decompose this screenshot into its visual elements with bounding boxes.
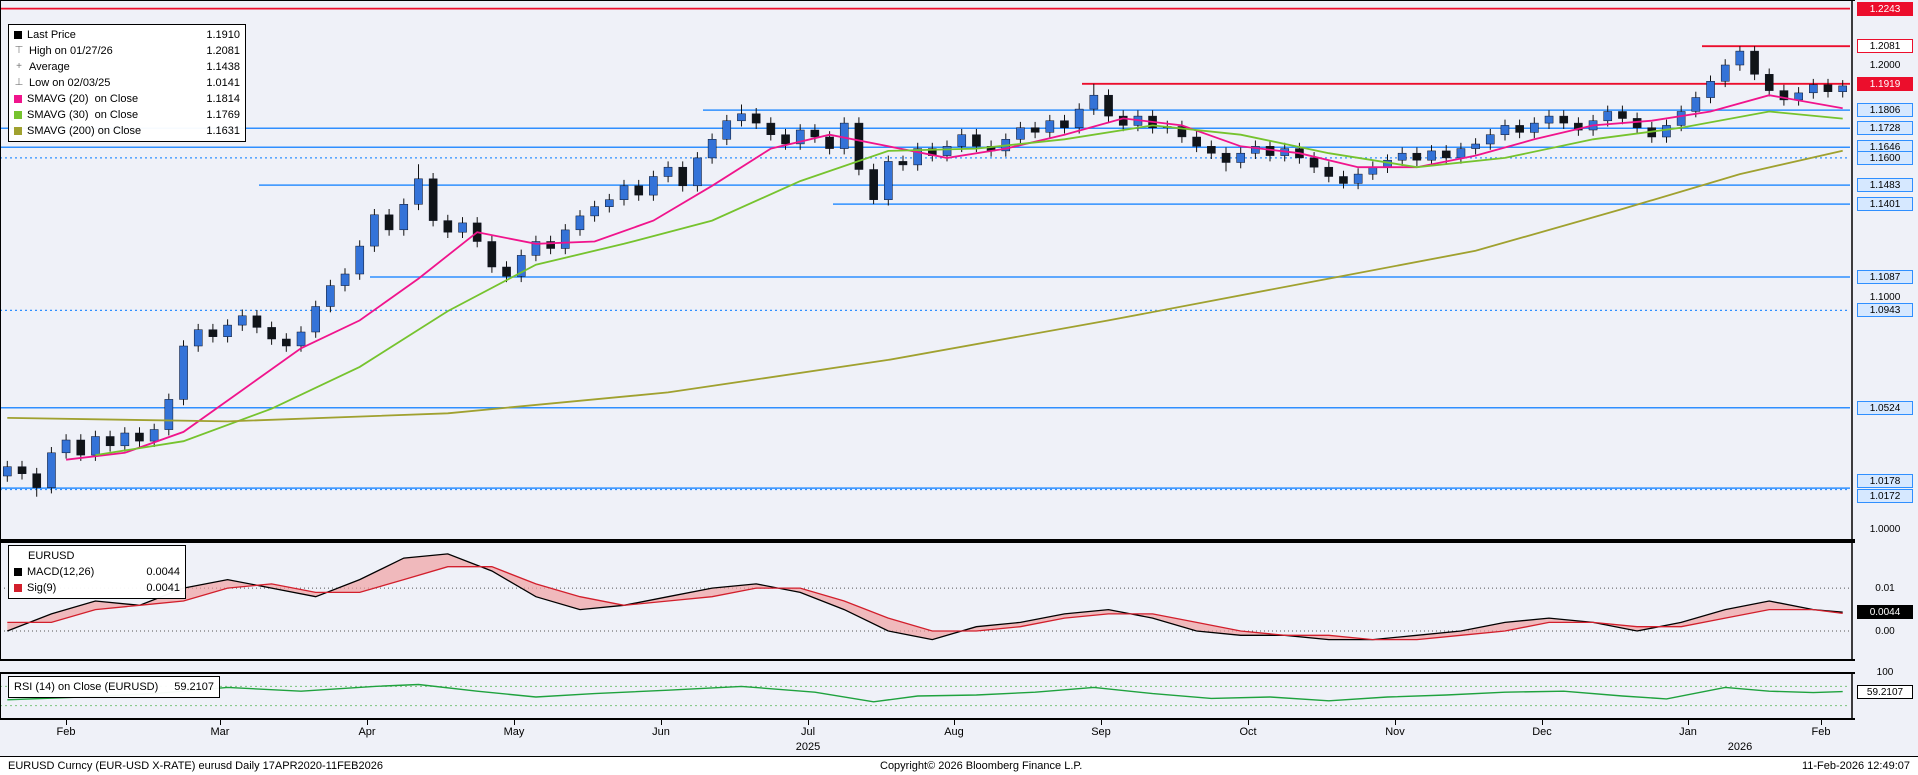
status-bar: EURUSD Curncy (EUR-USD X-RATE) eurusd Da… <box>0 756 1918 775</box>
copyright-text: Copyright© 2026 Bloomberg Finance L.P. <box>880 760 1083 772</box>
axis-label-1.0000: 1.0000 <box>1869 523 1901 535</box>
legend-value: 1.2081 <box>206 45 240 57</box>
rsi-legend-value: 59.2107 <box>174 681 215 693</box>
axis-label-1.1728: 1.1728 <box>1857 121 1913 135</box>
legend-value: 1.1631 <box>206 125 240 137</box>
rsi-legend-label: RSI (14) on Close (EURUSD) <box>14 681 159 693</box>
axis-label-0.00: 0.00 <box>1875 625 1895 637</box>
rsi-chart[interactable] <box>0 672 1855 720</box>
x-axis-tick <box>220 720 221 725</box>
macd-chart[interactable] <box>0 541 1855 661</box>
series-color-icon <box>14 111 22 119</box>
x-axis-tick <box>1248 720 1249 725</box>
x-axis-tick <box>954 720 955 725</box>
x-axis-tick <box>1101 720 1102 725</box>
legend-row: SMAVG (200) on Close 1.1631 <box>14 123 240 139</box>
x-axis-year-label: 2026 <box>1727 741 1753 753</box>
axis-label-59.2107: 59.2107 <box>1857 685 1913 699</box>
legend-row: ⊥ Low on 02/03/25 1.0141 <box>14 75 240 91</box>
legend-label: Average <box>29 61 70 73</box>
rsi-legend[interactable]: RSI (14) on Close (EURUSD) 59.2107 <box>8 676 221 698</box>
legend-value: 1.0141 <box>206 77 240 89</box>
timestamp: 11-Feb-2026 12:49:07 <box>1801 760 1910 772</box>
x-axis-month-label: Aug <box>944 726 964 738</box>
price-legend[interactable]: Last Price 1.1910 ⊤ High on 01/27/26 1.2081 +… <box>8 24 246 142</box>
low-marker-icon: ⊥ <box>14 77 24 88</box>
legend-value: 1.1769 <box>206 109 240 121</box>
axis-label-1.0178: 1.0178 <box>1857 474 1913 488</box>
series-color-icon <box>14 584 22 592</box>
x-axis-tick <box>1821 720 1822 725</box>
x-axis-year-label: 2025 <box>795 741 821 753</box>
legend-label: Low on 02/03/25 <box>29 77 111 89</box>
axis-label-1.2081: 1.2081 <box>1857 39 1913 53</box>
x-axis-month-label: Dec <box>1532 726 1552 738</box>
legend-label: MACD(12,26) <box>27 566 95 578</box>
series-color-icon <box>14 95 22 103</box>
legend-value: 1.1910 <box>206 29 240 41</box>
x-axis-tick <box>66 720 67 725</box>
x-axis-month-label: Apr <box>358 726 376 738</box>
legend-value: 1.1814 <box>206 93 240 105</box>
legend-label: SMAVG (20) on Close <box>27 93 139 105</box>
x-axis-tick <box>514 720 515 725</box>
legend-value: 0.0041 <box>146 582 180 594</box>
legend-label: Sig(9) <box>27 582 57 594</box>
x-axis-tick <box>661 720 662 725</box>
macd-legend[interactable]: EURUSD MACD(12,26) 0.0044 Sig(9) 0.0041 <box>8 545 186 599</box>
axis-label-1.1483: 1.1483 <box>1857 178 1913 192</box>
average-marker-icon: + <box>16 61 22 72</box>
candlestick-chart[interactable] <box>0 0 1855 541</box>
legend-value: 0.0044 <box>146 566 180 578</box>
axis-label-1.0943: 1.0943 <box>1857 303 1913 317</box>
x-axis-month-label: Mar <box>210 726 230 738</box>
series-color-icon <box>14 127 22 135</box>
axis-label-1.2243: 1.2243 <box>1857 2 1913 16</box>
x-axis-month-label: Nov <box>1385 726 1405 738</box>
legend-row: SMAVG (30) on Close 1.1769 <box>14 107 240 123</box>
x-axis-month-label: Sep <box>1091 726 1111 738</box>
x-axis-tick <box>367 720 368 725</box>
high-marker-icon: ⊤ <box>14 45 24 56</box>
series-color-icon <box>14 31 22 39</box>
x-axis-month-label: May <box>503 726 525 738</box>
axis-label-1.1401: 1.1401 <box>1857 197 1913 211</box>
axis-label-1.1919: 1.1919 <box>1857 77 1913 91</box>
legend-row: Sig(9) 0.0041 <box>14 580 180 596</box>
axis-label-1.1087: 1.1087 <box>1857 270 1913 284</box>
legend-label: Last Price <box>27 29 76 41</box>
series-color-icon <box>14 568 22 576</box>
x-axis-month-label: Oct <box>1239 726 1257 738</box>
macd-legend-title: EURUSD <box>28 550 75 562</box>
axis-label-1.0172: 1.0172 <box>1857 489 1913 503</box>
x-axis-tick <box>1395 720 1396 725</box>
axis-label-1.1000: 1.1000 <box>1869 291 1901 303</box>
x-axis-tick <box>1688 720 1689 725</box>
axis-label-0.0044: 0.0044 <box>1857 605 1913 619</box>
x-axis-tick <box>808 720 809 725</box>
axis-label-100: 100 <box>1876 666 1894 678</box>
legend-row: SMAVG (20) on Close 1.1814 <box>14 91 240 107</box>
legend-row: Last Price 1.1910 <box>14 27 240 43</box>
x-axis-month-label: Jun <box>652 726 670 738</box>
security-description: EURUSD Curncy (EUR-USD X-RATE) eurusd Da… <box>8 760 383 772</box>
axis-label-1.2000: 1.2000 <box>1869 59 1901 71</box>
axis-label-1.0524: 1.0524 <box>1857 401 1913 415</box>
x-axis-month-label: Jan <box>1679 726 1697 738</box>
legend-row: MACD(12,26) 0.0044 <box>14 564 180 580</box>
legend-row: + Average 1.1438 <box>14 59 240 75</box>
legend-label: SMAVG (200) on Close <box>27 125 142 137</box>
legend-value: 1.1438 <box>206 61 240 73</box>
axis-label-1.1806: 1.1806 <box>1857 103 1913 117</box>
x-axis-month-label: Feb <box>56 726 76 738</box>
legend-label: SMAVG (30) on Close <box>27 109 139 121</box>
axis-label-1.1600: 1.1600 <box>1857 151 1913 165</box>
legend-label: High on 01/27/26 <box>29 45 113 57</box>
axis-label-0.01: 0.01 <box>1875 582 1895 594</box>
x-axis-tick <box>1542 720 1543 725</box>
legend-row: ⊤ High on 01/27/26 1.2081 <box>14 43 240 59</box>
x-axis-month-label: Feb <box>1811 726 1831 738</box>
x-axis-month-label: Jul <box>800 726 816 738</box>
